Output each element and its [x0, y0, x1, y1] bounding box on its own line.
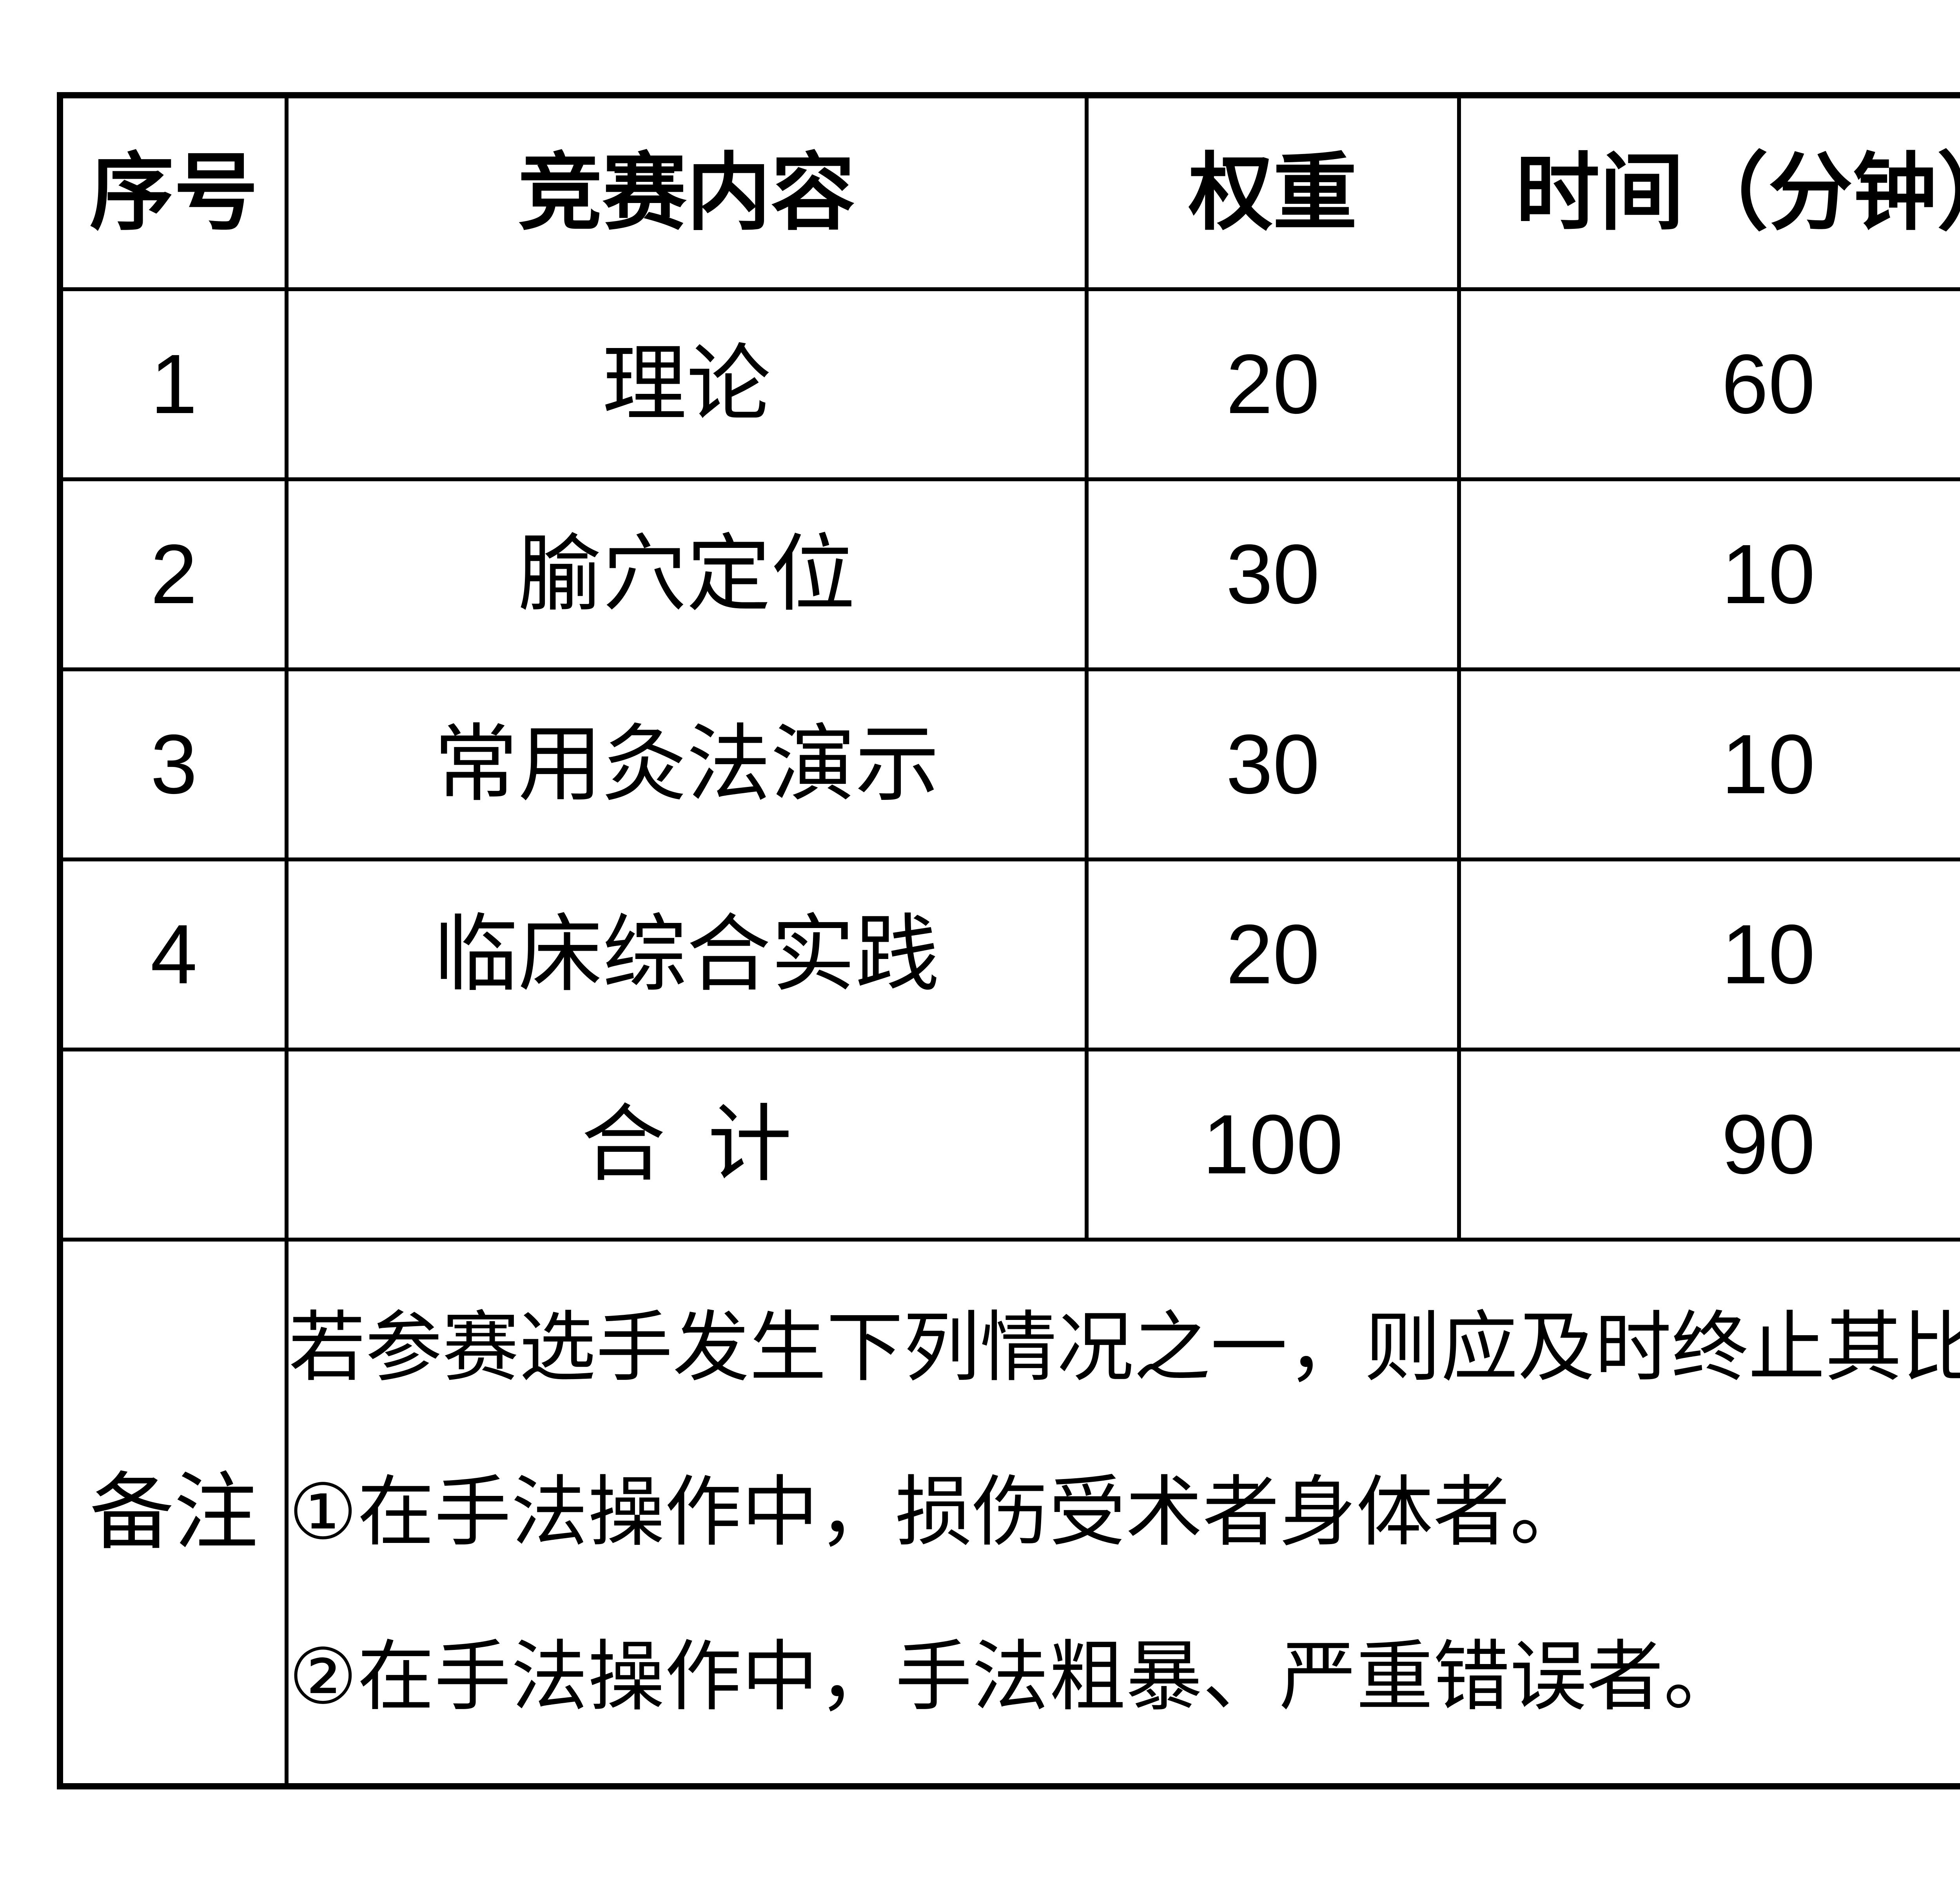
- cell-content: 理论: [285, 287, 1089, 481]
- remark-label: 备注: [58, 1238, 289, 1788]
- remark-content: 若参赛选手发生下列情况之一，则应及时终止其比赛，比赛成绩记为零分。 ①在手法操作…: [285, 1238, 1960, 1788]
- cell-weight: 30: [1085, 477, 1461, 671]
- total-cell-no: [58, 1048, 289, 1242]
- cell-no: 1: [58, 287, 289, 481]
- cell-weight: 20: [1085, 287, 1461, 481]
- cell-content: 临床综合实践: [285, 857, 1089, 1051]
- cell-weight: 30: [1085, 667, 1461, 861]
- table-row-4: 4 临床综合实践 20 10 口述作答: [58, 857, 1960, 1051]
- cell-content: 常用灸法演示: [285, 667, 1089, 861]
- cell-time: 10: [1457, 477, 1960, 671]
- cell-no: 4: [58, 857, 289, 1051]
- header-cell-no: 序号: [58, 93, 289, 291]
- total-cell-time: 90: [1457, 1048, 1960, 1242]
- remark-line-2: ①在手法操作中，损伤受术者身体者。: [289, 1469, 1587, 1555]
- remark-line-1: 若参赛选手发生下列情况之一，则应及时终止其比赛，比赛成绩记为零分。: [289, 1305, 1960, 1390]
- total-label: 合 计: [285, 1048, 1089, 1242]
- total-row: 合 计 100 90: [58, 1048, 1960, 1242]
- remark-line-3: ②在手法操作中，手法粗暴、严重错误者。: [289, 1634, 1740, 1720]
- remark-row: 备注 若参赛选手发生下列情况之一，则应及时终止其比赛，比赛成绩记为零分。 ①在手…: [58, 1238, 1960, 1788]
- header-cell-time: 时间（分钟）: [1457, 93, 1960, 291]
- cell-content: 腧穴定位: [285, 477, 1089, 671]
- table-row-3: 3 常用灸法演示 30 10 操作: [58, 667, 1960, 861]
- total-cell-weight: 100: [1085, 1048, 1461, 1242]
- table-row-1: 1 理论 20 60 机考: [58, 287, 1960, 481]
- cell-weight: 20: [1085, 857, 1461, 1051]
- table-row-2: 2 腧穴定位 30 10 操作: [58, 477, 1960, 671]
- header-row: 序号 竞赛内容 权重 时间（分钟） 竞赛方式: [58, 93, 1960, 291]
- cell-time: 10: [1457, 857, 1960, 1051]
- cell-no: 2: [58, 477, 289, 671]
- cell-no: 3: [58, 667, 289, 861]
- cell-time: 60: [1457, 287, 1960, 481]
- header-cell-content: 竞赛内容: [285, 93, 1089, 291]
- competition-score-table: 序号 竞赛内容 权重 时间（分钟） 竞赛方式 1 理论 20 60 机考 2 腧…: [57, 92, 1960, 1789]
- header-cell-weight: 权重: [1085, 93, 1461, 291]
- cell-time: 10: [1457, 667, 1960, 861]
